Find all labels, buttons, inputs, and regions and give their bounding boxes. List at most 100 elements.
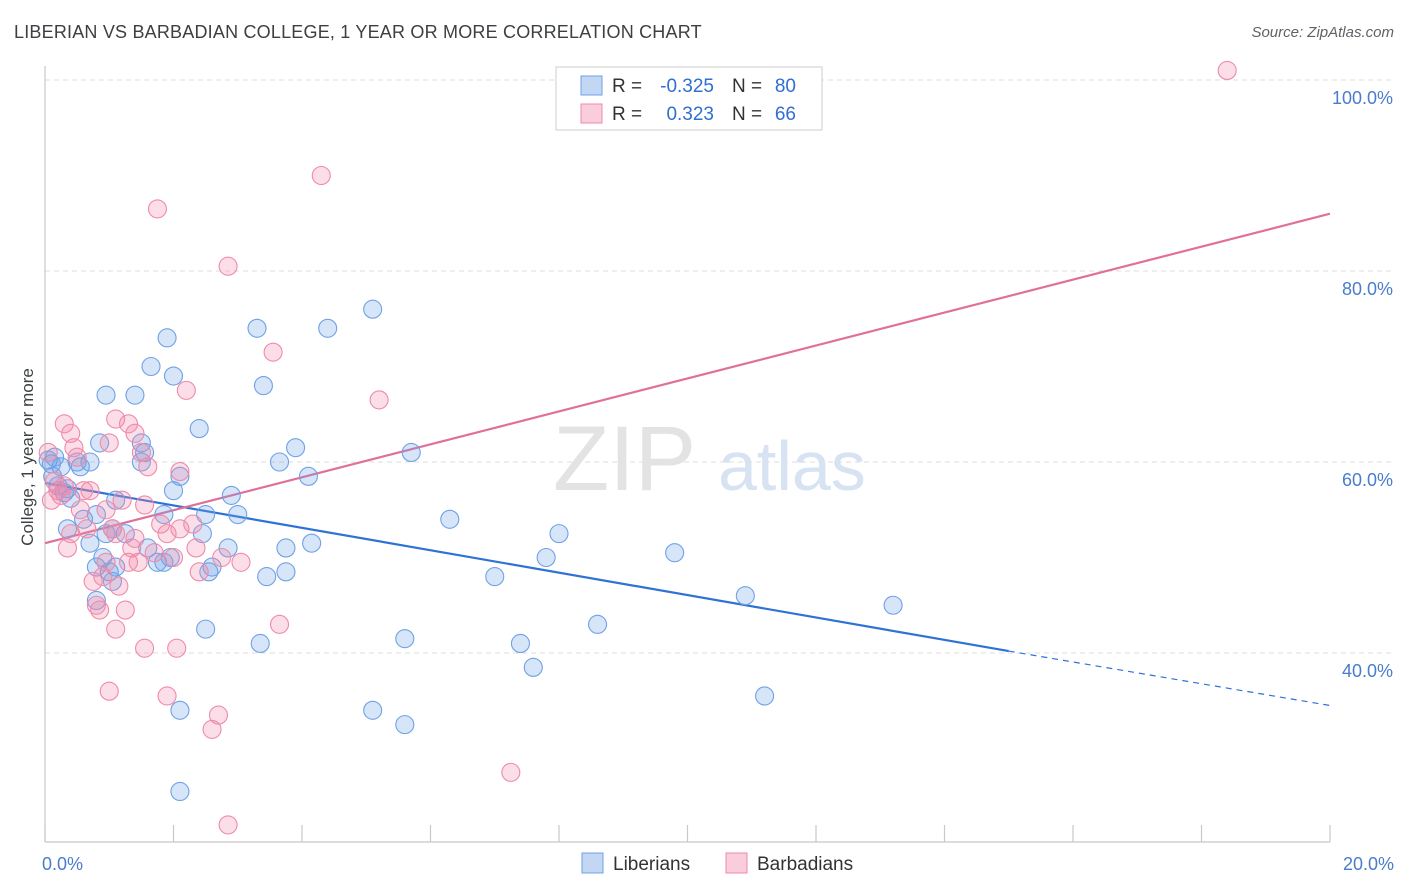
point-liberians [106,490,126,510]
point-liberians [163,366,184,386]
point-barbadians [38,442,58,463]
point-liberians [510,633,531,654]
point-barbadians [128,552,148,572]
point-barbadians [157,524,177,544]
correlation-legend: R = -0.325 N = 80 R = 0.323 N = 66 [555,66,823,131]
point-liberians [202,557,222,577]
point-liberians [883,595,903,615]
point-barbadians [96,500,116,520]
point-barbadians [170,461,190,482]
point-liberians [196,619,216,639]
point-liberians [90,433,110,453]
point-barbadians [96,552,116,572]
point-liberians [247,318,267,338]
point-barbadians [151,514,171,534]
tick-labels: 40.0% 60.0% 80.0% 100.0% 0.0% 20.0% [42,88,1394,874]
x-tick-label-right: 20.0% [1343,854,1394,874]
axes [44,66,1331,843]
point-liberians [318,318,338,338]
point-barbadians [147,199,167,219]
legend-r-label-2: R = [612,104,642,125]
bottom-legend-swatch-liberians [581,852,604,874]
point-liberians [257,567,277,587]
point-barbadians [167,638,187,658]
y-tick-label: 40.0% [1342,661,1393,681]
point-liberians [157,328,177,348]
watermark-atlas: atlas [718,427,866,505]
legend-r-label-1: R = [612,76,642,97]
point-barbadians [208,705,229,725]
legend-r-value-2: 0.323 [666,104,714,125]
point-liberians [298,466,318,486]
point-barbadians [311,165,331,186]
point-liberians [536,547,556,568]
point-barbadians [212,547,232,568]
point-liberians [221,485,241,505]
point-barbadians [80,481,100,501]
point-barbadians [369,390,389,410]
point-liberians [363,700,383,720]
point-barbadians [183,514,203,534]
point-barbadians [54,414,74,434]
point-barbadians [135,638,155,658]
bottom-legend-barbadians: Barbadians [757,854,853,875]
point-barbadians [112,490,132,510]
point-barbadians [163,547,184,568]
point-liberians [735,586,755,606]
y-tick-label: 60.0% [1342,470,1393,490]
point-liberians [440,509,460,529]
point-barbadians [144,543,164,563]
point-liberians [170,466,190,486]
point-barbadians [218,256,238,276]
point-barbadians [93,567,113,587]
data-points [38,60,1237,835]
series-legend: Liberians Barbadians [581,852,853,875]
point-liberians [523,657,543,677]
point-liberians [115,524,135,544]
point-barbadians [157,686,177,706]
point-barbadians [61,423,81,443]
point-barbadians [74,481,94,501]
point-liberians [250,633,270,654]
point-liberians [170,700,190,720]
point-barbadians [138,457,158,477]
point-liberians [80,533,100,553]
point-barbadians [118,552,139,572]
y-axis-label: College, 1 year or more [18,368,37,546]
point-barbadians [231,552,251,572]
point-barbadians [106,619,126,639]
point-barbadians [202,719,222,739]
point-barbadians [118,414,139,434]
point-barbadians [90,600,110,620]
point-barbadians [106,409,126,429]
trend-line-barbadians [44,212,1331,545]
trend-lines [44,212,1331,707]
watermark-zip: ZIP [553,408,696,510]
trend-line-liberians [44,481,1009,653]
point-liberians [587,614,608,634]
point-liberians [253,376,274,396]
point-liberians [189,419,209,439]
point-liberians [192,524,212,544]
legend-n-value-2: 66 [775,104,796,125]
point-barbadians [189,562,209,582]
point-barbadians [77,519,97,539]
bottom-legend-swatch-barbadians [725,852,748,874]
point-liberians [755,686,775,706]
point-barbadians [115,600,135,620]
point-liberians [395,715,415,735]
legend-n-value-1: 80 [775,76,796,97]
point-liberians [395,629,415,649]
point-liberians [125,385,145,405]
point-liberians [106,557,126,577]
y-tick-label: 80.0% [1342,279,1393,299]
legend-r-value-1: -0.325 [660,76,714,97]
point-liberians [665,543,685,563]
legend-swatch-barbadians [580,103,603,124]
point-barbadians [57,538,78,558]
point-barbadians [99,433,119,453]
point-barbadians [131,442,151,463]
trend-line-extension-liberians [1008,650,1331,707]
point-barbadians [1217,60,1237,80]
